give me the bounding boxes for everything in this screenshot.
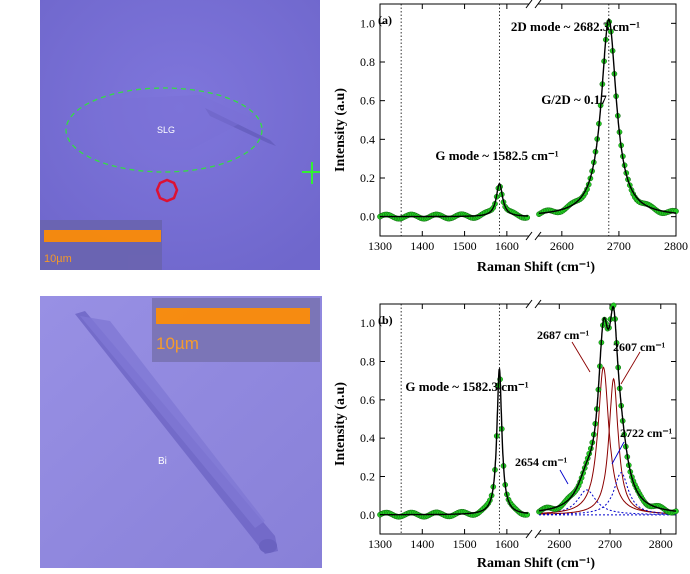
axis-break-slash xyxy=(525,0,533,9)
component-curve xyxy=(539,366,676,515)
annotation-leader xyxy=(571,341,591,373)
x-axis-label-b: Raman Shift (cm⁻¹) xyxy=(477,556,595,571)
y-tick-label: 0.0 xyxy=(360,508,375,522)
panel-label-a: (a) xyxy=(378,13,392,27)
fit-curve xyxy=(538,305,676,512)
y-tick-label: 1.0 xyxy=(360,316,375,330)
micrograph-b: Bi 10µm xyxy=(40,296,322,568)
y-axis-label-a: Intensity (a.u) xyxy=(333,88,348,172)
x-tick-label: 1400 xyxy=(410,239,434,253)
scale-box-b: 10µm xyxy=(152,298,320,362)
annotation-g2d-ratio: G/2D ~ 0.17 xyxy=(541,92,607,107)
y-tick-label: 0.4 xyxy=(360,132,375,146)
x-tick-label: 1600 xyxy=(495,537,519,551)
annotation-2654: 2654 cm⁻¹ xyxy=(515,455,568,469)
raman-chart-b: 1300 1400 1500 1600 2600 2700 2800 0.0 0.2 0.4 0.6… xyxy=(333,299,679,571)
x-tick-label: 2600 xyxy=(547,537,571,551)
axis-break-slash xyxy=(525,529,533,539)
raman-chart-a: 1300 1400 1500 1600 2600 2700 2800 0.0 0.2 0.4 0.6… xyxy=(333,0,688,275)
annotation-leader xyxy=(611,441,625,465)
sample-label-bi: Bi xyxy=(158,456,167,467)
axis-break-gap xyxy=(529,233,538,239)
y-tick-label: 0.4 xyxy=(360,431,375,445)
x-tick-label: 2800 xyxy=(664,239,688,253)
measurement-area-ellipse xyxy=(65,87,263,173)
component-curve xyxy=(539,377,677,515)
axis-break-slash xyxy=(525,299,533,309)
micrograph-a: SLG 10µm xyxy=(40,0,320,270)
axis-break-slash xyxy=(534,529,542,539)
axis-break-slash xyxy=(534,0,542,9)
x-tick-label: 2700 xyxy=(607,239,631,253)
flake-region-a xyxy=(100,95,250,150)
axis-break-slash xyxy=(525,231,533,241)
scale-label-a: 10µm xyxy=(44,253,72,265)
y-tick-label: 0.2 xyxy=(360,171,375,185)
scale-box-a: 10µm xyxy=(40,220,162,270)
x-tick-label: 2800 xyxy=(649,537,673,551)
annotation-g-mode-b: G mode ~ 1582.3 cm⁻¹ xyxy=(405,379,528,394)
annotation-2d-mode: 2D mode ~ 2682.3 cm⁻¹ xyxy=(511,19,640,34)
x-tick-label: 1400 xyxy=(410,537,434,551)
axis-break-gap xyxy=(529,531,538,537)
y-tick-label: 0.6 xyxy=(360,94,375,108)
plot-frame xyxy=(379,303,677,535)
x-tick-label: 2700 xyxy=(598,537,622,551)
fit-curve xyxy=(380,368,528,516)
laser-spot-marker xyxy=(155,178,179,203)
x-tick-label: 1300 xyxy=(368,537,392,551)
annotation-2687: 2687 cm⁻¹ xyxy=(537,328,590,342)
annotation-leader xyxy=(559,469,569,485)
x-tick-label: 2600 xyxy=(550,239,574,253)
axis-break-gap xyxy=(529,301,538,307)
bi-flake-light xyxy=(80,316,265,528)
y-tick-label: 0.6 xyxy=(360,393,375,407)
annotation-2722: 2722 cm⁻¹ xyxy=(620,426,673,440)
annotation-leader xyxy=(620,351,641,385)
x-tick-label: 1500 xyxy=(453,239,477,253)
y-tick-label: 0.8 xyxy=(360,55,375,69)
annotation-2607: 2607 cm⁻¹ xyxy=(613,340,666,354)
fit-curve xyxy=(539,18,676,214)
axis-break-slash xyxy=(534,231,542,241)
y-tick-label: 0.8 xyxy=(360,355,375,369)
bi-flake-end xyxy=(259,539,277,553)
y-axis-label-b: Intensity (a.u) xyxy=(333,382,348,466)
plot-frame xyxy=(379,3,677,237)
x-axis-label-a: Raman Shift (cm⁻¹) xyxy=(477,260,595,275)
y-tick-label: 0.0 xyxy=(360,210,375,224)
annotation-g-mode-a: G mode ~ 1582.5 cm⁻¹ xyxy=(435,148,558,163)
axis-break-gap xyxy=(529,1,538,7)
sample-label-slg: SLG xyxy=(157,125,176,135)
x-tick-label: 1300 xyxy=(368,239,392,253)
y-tick-label: 0.2 xyxy=(360,470,375,484)
scale-bar-b xyxy=(156,308,310,324)
y-tick-label: 1.0 xyxy=(360,16,375,30)
x-tick-label: 1600 xyxy=(495,239,519,253)
x-tick-label: 1500 xyxy=(453,537,477,551)
component-curve xyxy=(539,489,676,515)
axis-break-slash xyxy=(534,299,542,309)
fit-curve xyxy=(380,183,528,218)
scale-label-b: 10µm xyxy=(156,334,199,353)
panel-label-b: (b) xyxy=(378,313,393,327)
scale-bar-a xyxy=(44,230,161,242)
